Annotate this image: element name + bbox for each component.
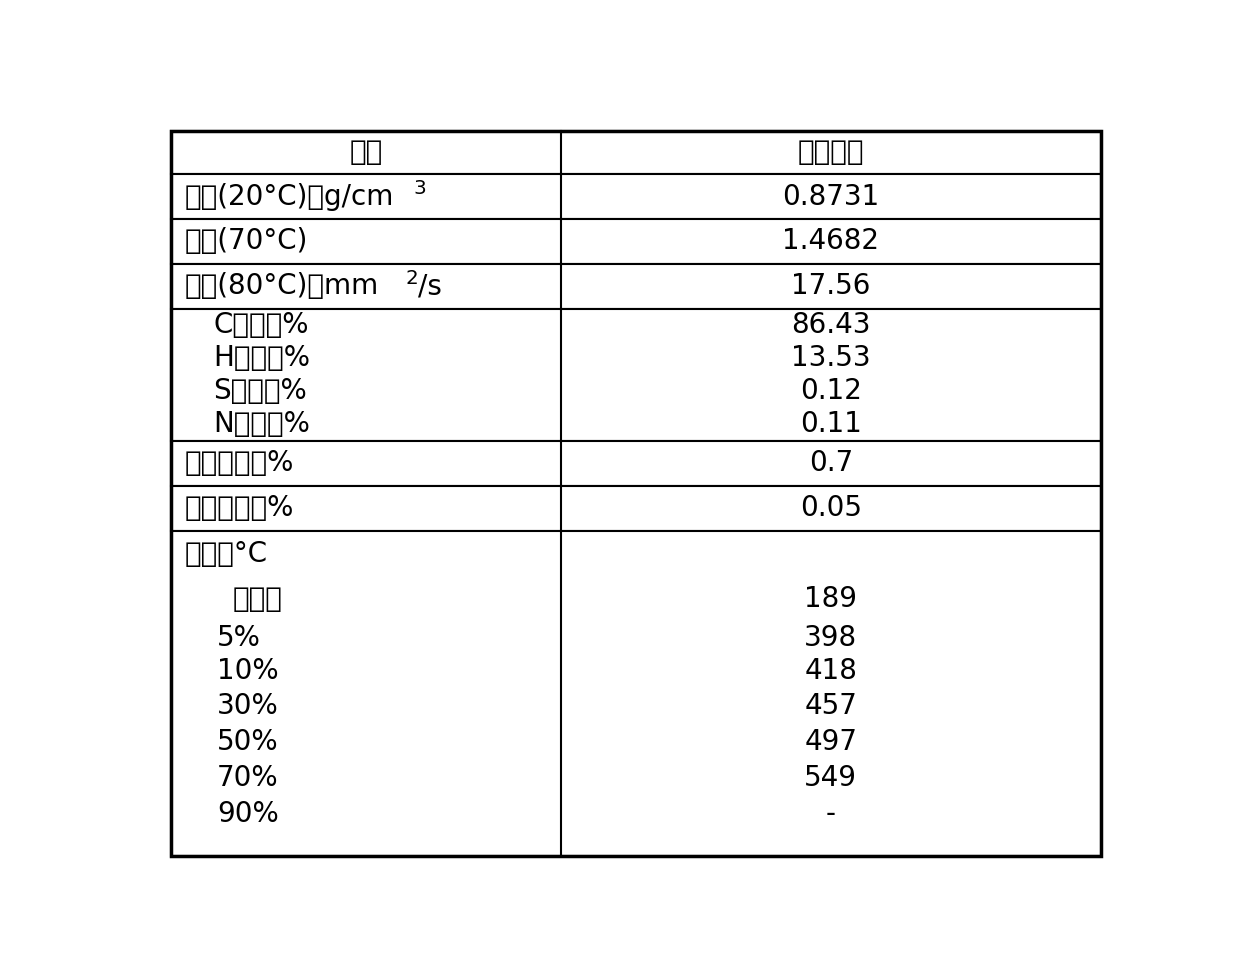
Text: 189: 189 — [805, 585, 857, 613]
Bar — [171, 174, 1101, 219]
Text: 分析数据: 分析数据 — [797, 138, 864, 167]
Text: H，重量%: H，重量% — [213, 345, 310, 372]
Text: 13.53: 13.53 — [791, 345, 870, 372]
Text: 17.56: 17.56 — [791, 273, 870, 300]
Text: 90%: 90% — [217, 800, 279, 828]
Bar — [171, 309, 1101, 441]
Text: 0.12: 0.12 — [800, 377, 862, 405]
Text: C，重量%: C，重量% — [213, 312, 309, 339]
Text: 0.7: 0.7 — [808, 449, 853, 477]
Text: 0.8731: 0.8731 — [782, 182, 879, 210]
Text: 70%: 70% — [217, 764, 279, 792]
Text: 折光(70°C): 折光(70°C) — [185, 227, 308, 255]
Text: N，重量%: N，重量% — [213, 410, 310, 438]
Text: 2: 2 — [405, 269, 418, 287]
Text: 497: 497 — [805, 729, 857, 756]
Bar — [171, 441, 1101, 486]
Text: 457: 457 — [805, 693, 857, 721]
Text: 0.11: 0.11 — [800, 410, 862, 438]
Text: S，重量%: S，重量% — [213, 377, 306, 405]
Text: 初馏点: 初馏点 — [233, 585, 283, 613]
Text: 残炭，重量%: 残炭，重量% — [185, 449, 294, 477]
Text: 3: 3 — [413, 179, 425, 198]
Text: 项目: 项目 — [350, 138, 382, 167]
Bar — [171, 486, 1101, 531]
Text: 粘度(80°C)，mm: 粘度(80°C)，mm — [185, 273, 378, 300]
Text: 86.43: 86.43 — [791, 312, 870, 339]
Text: 50%: 50% — [217, 729, 279, 756]
Text: 密度(20°C)，g/cm: 密度(20°C)，g/cm — [185, 182, 394, 210]
Bar — [171, 219, 1101, 264]
Text: 馏程，°C: 馏程，°C — [185, 540, 268, 568]
Text: 10%: 10% — [217, 656, 279, 685]
Text: 30%: 30% — [217, 693, 279, 721]
Text: /s: /s — [418, 273, 441, 300]
Text: 0.05: 0.05 — [800, 495, 862, 522]
Text: 1.4682: 1.4682 — [782, 227, 879, 255]
Text: 418: 418 — [805, 656, 857, 685]
Bar — [171, 131, 1101, 174]
Text: 549: 549 — [805, 764, 857, 792]
Text: 5%: 5% — [217, 624, 260, 653]
Text: 灰分，重量%: 灰分，重量% — [185, 495, 294, 522]
Text: 398: 398 — [805, 624, 857, 653]
Bar — [171, 531, 1101, 856]
Bar — [171, 264, 1101, 309]
Text: -: - — [826, 800, 836, 828]
